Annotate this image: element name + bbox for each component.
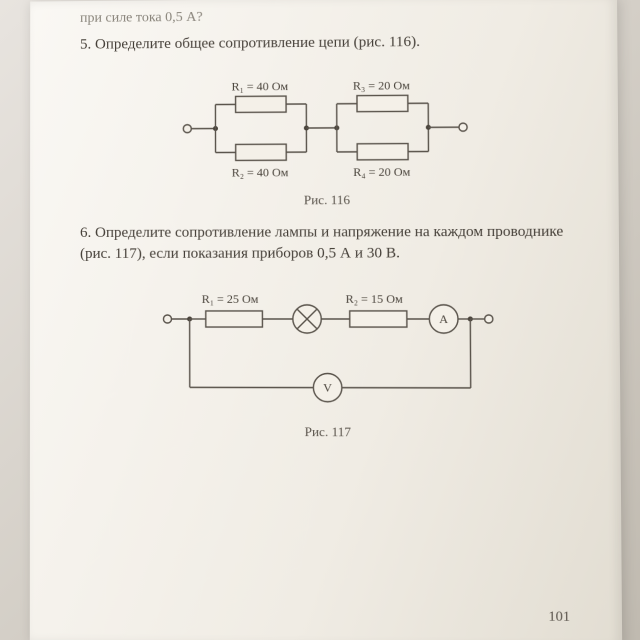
previous-problem-fragment: при силе тока 0,5 А? (80, 7, 576, 27)
r1-label: R₁ = 40 Ом (231, 79, 288, 93)
r2-label-117: R₂ = 15 Ом (346, 292, 404, 306)
voltmeter-label: V (323, 381, 332, 395)
problem-5-number: 5. (80, 37, 91, 53)
figure-116: R₁ = 40 Ом R₃ = 20 Ом R₂ = 40 Ом R₄ = 20… (80, 66, 577, 209)
circuit-117-svg: A V R₁ = 25 Ом R₂ = 15 Ом (155, 278, 501, 420)
ammeter-label: A (439, 312, 448, 326)
r1-label-117: R₁ = 25 Ом (202, 292, 259, 306)
problem-6-text: 6. Определите сопротивление лампы и напр… (80, 222, 578, 265)
problem-6-body: Определите сопротивление лампы и напряже… (80, 224, 563, 262)
problem-6-number: 6. (80, 225, 91, 241)
problem-5-body: Определите общее сопротивление цепи (рис… (95, 34, 420, 53)
r3-label: R₃ = 20 Ом (353, 78, 411, 92)
figure-116-caption: Рис. 116 (80, 191, 577, 209)
r4-label: R₄ = 20 Ом (353, 165, 411, 179)
problem-5-text: 5. Определите общее сопротивление цепи (… (80, 31, 576, 56)
r2-label: R₂ = 40 Ом (232, 165, 289, 179)
figure-117: A V R₁ = 25 Ом R₂ = 15 Ом Рис. 117 (80, 278, 579, 441)
circuit-116-svg: R₁ = 40 Ом R₃ = 20 Ом R₂ = 40 Ом R₄ = 20… (175, 67, 480, 189)
figure-117-caption: Рис. 117 (80, 423, 579, 441)
page-number: 101 (548, 609, 570, 626)
